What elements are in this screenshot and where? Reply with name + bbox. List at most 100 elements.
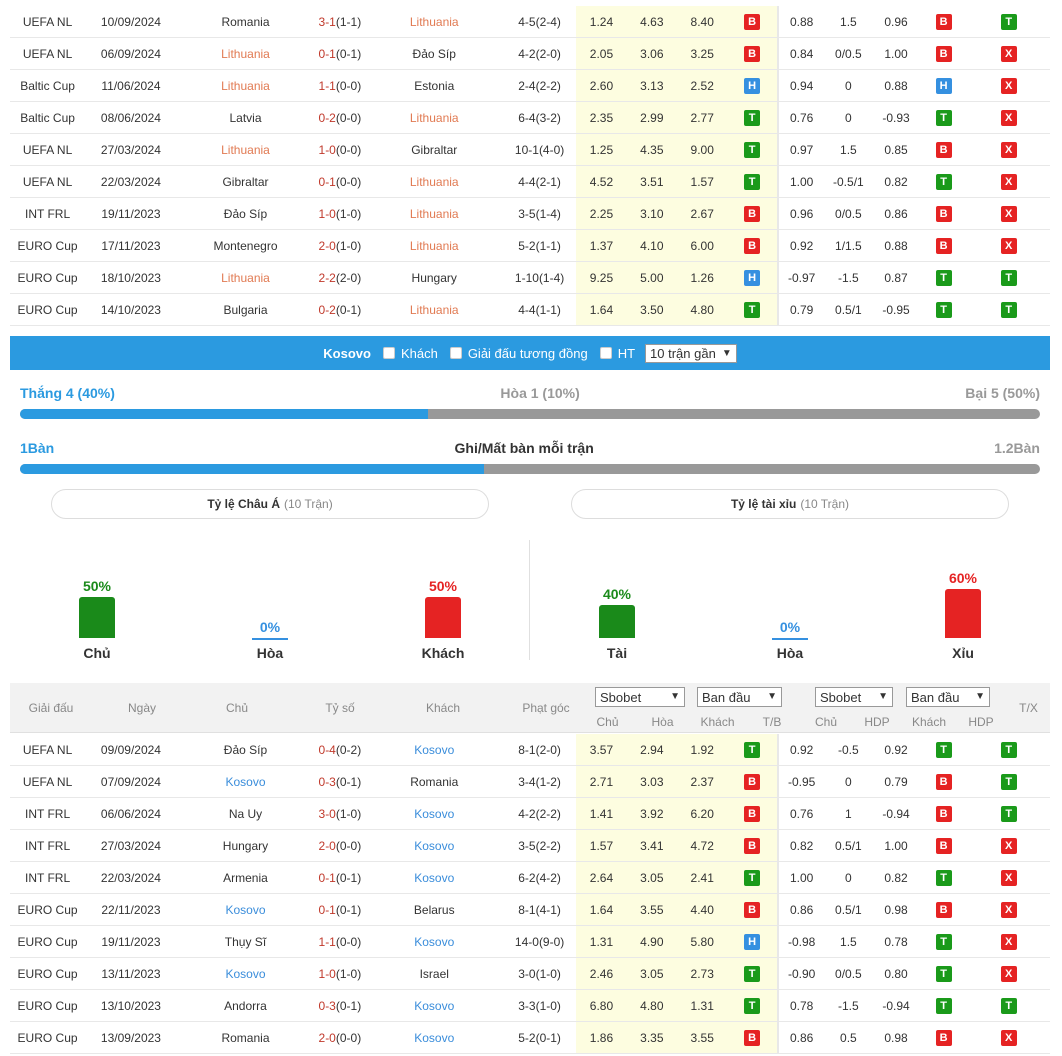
away-team-link[interactable]: Kosovo bbox=[414, 870, 455, 885]
score-cell[interactable]: 0-1 (0-1) bbox=[314, 862, 365, 893]
home-team-link[interactable]: Hungary bbox=[222, 838, 269, 853]
full-time-score[interactable]: 0-3 bbox=[318, 998, 336, 1013]
home-team-link[interactable]: Montenegro bbox=[213, 238, 278, 253]
bookmaker-select-2[interactable]: Sbobet ▼ bbox=[815, 687, 893, 707]
away-team-link[interactable]: Lithuania bbox=[409, 174, 459, 189]
same-league-checkbox[interactable] bbox=[449, 347, 462, 359]
score-cell[interactable]: 2-2 (2-0) bbox=[314, 262, 365, 293]
away-team-link[interactable]: Lithuania bbox=[409, 238, 459, 253]
score-cell[interactable]: 0-3 (0-1) bbox=[314, 766, 365, 797]
full-time-score[interactable]: 1-0 bbox=[318, 142, 336, 157]
away-team-link[interactable]: Romania bbox=[410, 774, 459, 789]
score-cell[interactable]: 0-1 (0-1) bbox=[314, 894, 365, 925]
away-team-link[interactable]: Lithuania bbox=[409, 14, 459, 29]
away-team-link[interactable]: Kosovo bbox=[414, 742, 455, 757]
table-row: EURO Cup 13/11/2023 Kosovo 1-0 (1-0) Israel 3-… bbox=[10, 958, 1050, 990]
score-cell[interactable]: 2-0 (0-0) bbox=[314, 830, 365, 861]
full-time-score[interactable]: 0-1 bbox=[318, 902, 336, 917]
full-time-score[interactable]: 3-0 bbox=[318, 806, 336, 821]
draw-stat: Hòa 1 (10%) bbox=[500, 385, 580, 401]
odds-type-select-1[interactable]: Ban đầu ▼ bbox=[697, 687, 782, 707]
full-time-score[interactable]: 0-1 bbox=[318, 870, 336, 885]
away-team-link[interactable]: Israel bbox=[419, 966, 449, 981]
full-time-score[interactable]: 1-0 bbox=[318, 966, 336, 981]
score-cell[interactable]: 2-0 (0-0) bbox=[314, 1022, 365, 1053]
home-team-link[interactable]: Na Uy bbox=[228, 806, 263, 821]
home-team-link[interactable]: Lithuania bbox=[221, 270, 270, 285]
away-team-link[interactable]: Kosovo bbox=[414, 1030, 455, 1045]
home-team-link[interactable]: Armenia bbox=[223, 870, 268, 885]
away-team-link[interactable]: Lithuania bbox=[409, 302, 459, 317]
score-cell[interactable]: 1-0 (1-0) bbox=[314, 958, 365, 989]
score-cell[interactable]: 0-3 (0-1) bbox=[314, 990, 365, 1021]
odds-away-cell: 4.80 bbox=[677, 294, 728, 325]
full-time-score[interactable]: 0-2 bbox=[318, 110, 336, 125]
home-team-link[interactable]: Lithuania bbox=[221, 78, 270, 93]
odds-away-cell: 6.00 bbox=[677, 230, 728, 261]
full-time-score[interactable]: 0-4 bbox=[318, 742, 336, 757]
home-team-link[interactable]: Kosovo bbox=[225, 774, 266, 789]
full-time-score[interactable]: 0-1 bbox=[318, 174, 336, 189]
home-team-link[interactable]: Kosovo bbox=[225, 966, 266, 981]
home-team-link[interactable]: Romania bbox=[221, 1030, 270, 1045]
score-cell[interactable]: 0-1 (0-0) bbox=[314, 166, 365, 197]
score-cell[interactable]: 2-0 (1-0) bbox=[314, 230, 365, 261]
home-team-link[interactable]: Latvia bbox=[229, 110, 262, 125]
full-time-score[interactable]: 2-0 bbox=[318, 838, 336, 853]
home-team-link[interactable]: Kosovo bbox=[225, 902, 266, 917]
full-time-score[interactable]: 2-2 bbox=[318, 270, 336, 285]
score-cell[interactable]: 0-2 (0-0) bbox=[314, 102, 365, 133]
full-time-score[interactable]: 1-1 bbox=[318, 934, 336, 949]
home-team-link[interactable]: Đảo Síp bbox=[223, 742, 268, 757]
away-team-link[interactable]: Kosovo bbox=[414, 806, 455, 821]
ht-checkbox[interactable] bbox=[599, 347, 612, 359]
away-team-link[interactable]: Estonia bbox=[414, 78, 455, 93]
score-cell[interactable]: 1-0 (0-0) bbox=[314, 134, 365, 165]
away-team-link[interactable]: Kosovo bbox=[414, 934, 455, 949]
bookmaker-select-1[interactable]: Sbobet ▼ bbox=[595, 687, 685, 707]
score-cell[interactable]: 0-4 (0-2) bbox=[314, 734, 365, 765]
league-cell: EURO Cup bbox=[17, 966, 78, 981]
odds-type-select-2[interactable]: Ban đầu ▼ bbox=[906, 687, 990, 707]
away-team-link[interactable]: Lithuania bbox=[409, 206, 459, 221]
full-time-score[interactable]: 1-0 bbox=[318, 206, 336, 221]
home-team-link[interactable]: Lithuania bbox=[221, 46, 270, 61]
away-team-link[interactable]: Đảo Síp bbox=[412, 46, 456, 61]
full-time-score[interactable]: 2-0 bbox=[318, 238, 336, 253]
handicap-badge: B bbox=[920, 38, 968, 69]
home-team-link[interactable]: Đảo Síp bbox=[223, 206, 268, 221]
away-checkbox[interactable] bbox=[382, 347, 395, 359]
home-team-link[interactable]: Thụy Sĩ bbox=[224, 934, 267, 949]
odds-draw-cell: 4.80 bbox=[626, 990, 678, 1021]
asian-handicap-tab[interactable]: Tỷ lệ Châu Á (10 Trận) bbox=[51, 489, 489, 519]
full-time-score[interactable]: 0-1 bbox=[318, 46, 336, 61]
home-team-link[interactable]: Romania bbox=[221, 14, 270, 29]
separator bbox=[776, 766, 779, 797]
over-under-tab[interactable]: Tỷ lệ tài xỉu (10 Trận) bbox=[571, 489, 1009, 519]
score-cell[interactable]: 1-0 (1-0) bbox=[314, 198, 365, 229]
score-cell[interactable]: 3-0 (1-0) bbox=[314, 798, 365, 829]
score-cell[interactable]: 3-1 (1-1) bbox=[314, 6, 365, 37]
full-time-score[interactable]: 2-0 bbox=[318, 1030, 336, 1045]
over-under-badge: T bbox=[967, 6, 1049, 37]
home-team-link[interactable]: Andorra bbox=[224, 998, 267, 1013]
full-time-score[interactable]: 0-3 bbox=[318, 774, 336, 789]
hdp-cell: 1 bbox=[845, 806, 852, 821]
away-team-link[interactable]: Belarus bbox=[413, 902, 455, 917]
score-cell[interactable]: 0-2 (0-1) bbox=[314, 294, 365, 325]
match-range-select[interactable]: 10 trận gần ▼ bbox=[645, 343, 737, 363]
away-team-link[interactable]: Hungary bbox=[411, 270, 457, 285]
away-team-link[interactable]: Kosovo bbox=[414, 838, 455, 853]
away-team-link[interactable]: Kosovo bbox=[414, 998, 455, 1013]
full-time-score[interactable]: 1-1 bbox=[318, 78, 336, 93]
home-team-link[interactable]: Gibraltar bbox=[222, 174, 269, 189]
score-cell[interactable]: 1-1 (0-0) bbox=[314, 70, 365, 101]
away-team-link[interactable]: Lithuania bbox=[409, 110, 459, 125]
full-time-score[interactable]: 0-2 bbox=[318, 302, 336, 317]
home-team-link[interactable]: Bulgaria bbox=[223, 302, 268, 317]
score-cell[interactable]: 0-1 (0-1) bbox=[314, 38, 365, 69]
full-time-score[interactable]: 3-1 bbox=[318, 14, 336, 29]
score-cell[interactable]: 1-1 (0-0) bbox=[314, 926, 365, 957]
home-team-link[interactable]: Lithuania bbox=[221, 142, 270, 157]
away-team-link[interactable]: Gibraltar bbox=[411, 142, 458, 157]
